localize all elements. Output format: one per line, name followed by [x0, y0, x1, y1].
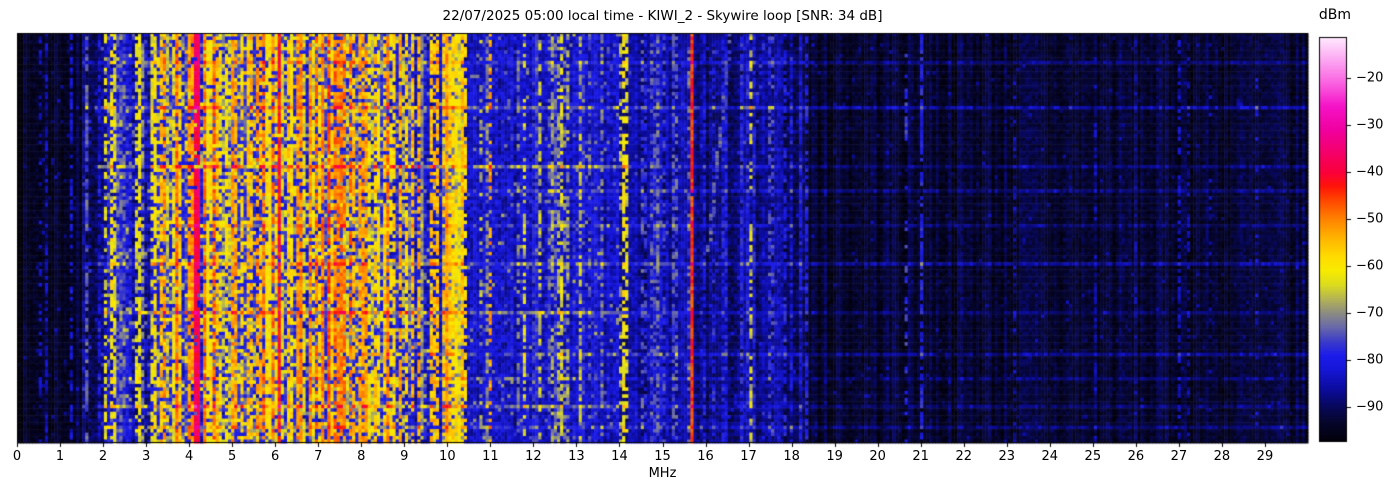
colorbar-tick-label: −30	[1356, 117, 1384, 133]
x-tick-label: 20	[869, 449, 886, 464]
x-tick-label: 26	[1127, 449, 1145, 464]
x-tick-label: 27	[1170, 449, 1188, 464]
x-tick-label: 4	[184, 449, 194, 464]
colorbar-tick-label: −60	[1356, 258, 1384, 274]
x-tick-label: 28	[1213, 449, 1231, 464]
colorbar-tick-label: −50	[1356, 211, 1384, 227]
x-tick-label: 2	[98, 449, 108, 464]
x-axis-label: MHz	[648, 466, 677, 481]
x-tick-label: 5	[228, 449, 237, 464]
x-tick-label: 7	[314, 449, 323, 464]
x-tick-label: 9	[400, 449, 409, 464]
x-tick-label: 15	[654, 449, 671, 464]
x-tick-label: 1	[55, 449, 65, 464]
colorbar-label: dBm	[1318, 7, 1352, 23]
colorbar-tick-label: −20	[1356, 70, 1384, 86]
x-tick-label: 13	[568, 449, 585, 464]
x-tick-label: 16	[697, 449, 714, 464]
x-tick-label: 3	[141, 449, 151, 464]
x-tick-label: 17	[740, 449, 757, 464]
colorbar-tick-label: −70	[1356, 305, 1384, 321]
colorbar-tick-label: −80	[1356, 352, 1384, 368]
x-tick-label: 22	[955, 449, 972, 464]
x-tick-label: 10	[439, 449, 456, 464]
x-tick-label: 8	[357, 449, 366, 464]
x-tick-label: 19	[826, 449, 843, 464]
x-tick-label: 14	[611, 449, 628, 464]
x-tick-label: 18	[783, 449, 800, 464]
x-tick-label: 24	[1041, 449, 1059, 464]
colorbar-tick-label: −40	[1356, 164, 1384, 180]
plot-title: 22/07/2025 05:00 local time - KIWI_2 - S…	[442, 8, 883, 24]
x-tick-label: 21	[912, 449, 929, 464]
x-tick-label: 0	[12, 449, 22, 464]
x-tick-label: 11	[482, 449, 499, 464]
x-tick-label: 29	[1256, 449, 1274, 464]
x-tick-label: 12	[525, 449, 542, 464]
colorbar-tick-label: −90	[1356, 399, 1384, 415]
x-tick-label: 6	[271, 449, 280, 464]
x-tick-label: 25	[1084, 449, 1102, 464]
x-tick-label: 23	[998, 449, 1016, 464]
